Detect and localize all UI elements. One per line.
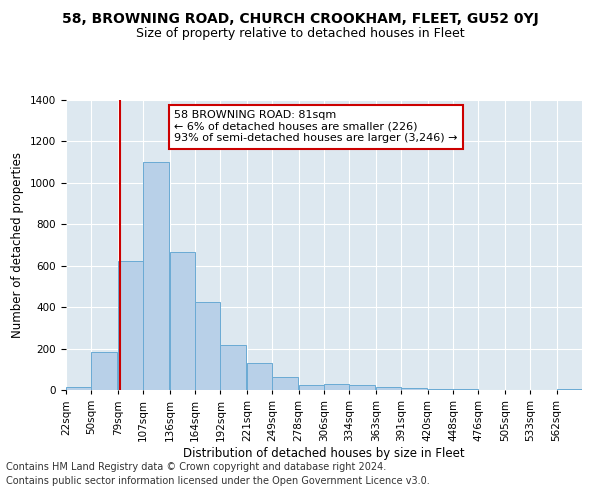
Bar	[401, 388, 427, 390]
Text: 58 BROWNING ROAD: 81sqm
← 6% of detached houses are smaller (226)
93% of semi-de: 58 BROWNING ROAD: 81sqm ← 6% of detached…	[175, 110, 458, 144]
Bar	[247, 363, 272, 390]
Bar	[349, 386, 375, 390]
Text: 58, BROWNING ROAD, CHURCH CROOKHAM, FLEET, GU52 0YJ: 58, BROWNING ROAD, CHURCH CROOKHAM, FLEE…	[62, 12, 538, 26]
Bar	[118, 260, 143, 390]
Text: Size of property relative to detached houses in Fleet: Size of property relative to detached ho…	[136, 28, 464, 40]
Bar	[557, 389, 582, 390]
Bar	[428, 389, 453, 390]
X-axis label: Distribution of detached houses by size in Fleet: Distribution of detached houses by size …	[183, 446, 465, 460]
Text: Contains HM Land Registry data © Crown copyright and database right 2024.: Contains HM Land Registry data © Crown c…	[6, 462, 386, 472]
Bar	[195, 302, 220, 390]
Bar	[376, 388, 401, 390]
Bar	[143, 162, 169, 390]
Bar	[91, 352, 117, 390]
Bar	[66, 387, 91, 390]
Bar	[299, 385, 324, 390]
Bar	[170, 252, 195, 390]
Y-axis label: Number of detached properties: Number of detached properties	[11, 152, 25, 338]
Text: Contains public sector information licensed under the Open Government Licence v3: Contains public sector information licen…	[6, 476, 430, 486]
Bar	[324, 384, 349, 390]
Bar	[272, 376, 298, 390]
Bar	[220, 346, 246, 390]
